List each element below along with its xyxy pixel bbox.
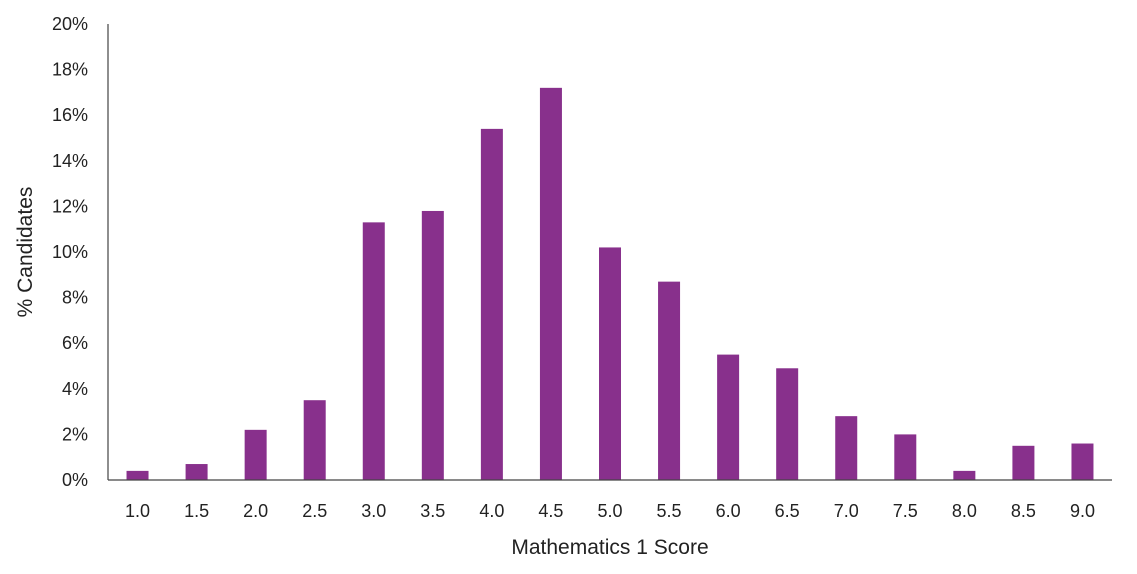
x-tick-label: 6.5 [775,501,800,521]
bar [480,128,503,480]
bar [953,470,976,480]
x-tick-label: 2.0 [243,501,268,521]
y-tick-label: 16% [52,105,88,125]
bar [303,400,326,480]
y-tick-label: 4% [62,379,88,399]
bar [599,247,621,480]
x-tick-label: 5.5 [657,501,682,521]
x-tick-label: 3.5 [420,501,445,521]
bar [1071,443,1094,480]
bar [1012,445,1035,480]
bars [126,87,1094,481]
x-tick-label: 5.0 [597,501,622,521]
y-tick-label: 18% [52,60,88,80]
bar [185,464,208,480]
y-tick-label: 8% [62,288,88,308]
x-tick-label: 3.0 [361,501,386,521]
y-tick-label: 2% [62,424,88,444]
y-tick-label: 14% [52,151,88,171]
x-tick-label: 2.5 [302,501,327,521]
bar [835,416,858,480]
bar [539,87,562,480]
x-tick-label: 7.0 [834,501,859,521]
bar [244,429,267,480]
bar [421,210,444,480]
y-tick-label: 6% [62,333,88,353]
bar [658,281,681,480]
bar [717,354,740,480]
x-tick-label: 4.0 [479,501,504,521]
bar [362,222,385,481]
bar [776,368,799,480]
x-axis-title: Mathematics 1 Score [511,536,708,559]
bar [126,470,149,480]
x-tick-label: 8.0 [952,501,977,521]
y-tick-label: 12% [52,196,88,216]
y-tick-label: 20% [52,14,88,34]
y-tick-labels: 0% 2% 4% 6% 8% 10% 12% 14% 16% 18% 20% [52,14,88,490]
bar [894,434,917,480]
x-tick-label: 7.5 [893,501,918,521]
x-tick-label: 6.0 [716,501,741,521]
x-tick-labels: 1.0 1.5 2.0 2.5 3.0 3.5 4.0 4.5 5.0 5.5 6.0 6.5 7.0 7… [125,501,1095,521]
y-tick-label: 10% [52,242,88,262]
y-axis-title: % Candidates [14,187,37,318]
x-tick-label: 1.0 [125,501,150,521]
x-tick-label: 8.5 [1011,501,1036,521]
y-tick-label: 0% [62,470,88,490]
x-tick-label: 1.5 [184,501,209,521]
x-tick-label: 4.5 [538,501,563,521]
x-tick-label: 9.0 [1070,501,1095,521]
